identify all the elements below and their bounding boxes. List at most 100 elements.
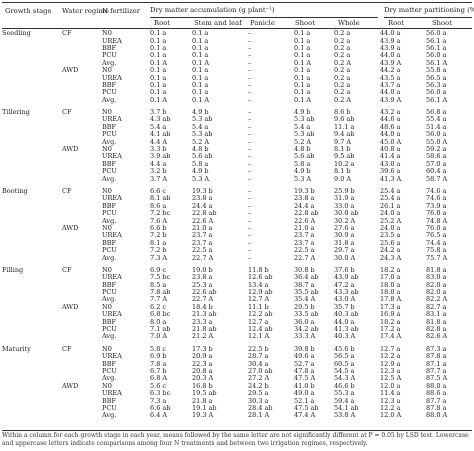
root-cell: 6.6 ab <box>150 404 171 412</box>
growth-stage-cell <box>2 412 62 419</box>
root-pct-cell: 18.2 a <box>380 318 401 326</box>
growth-stage-cell <box>2 311 62 318</box>
table-row: UREA 8.1 ab 23.8 a – 23.8 a 31.9 a 25.4 a 74.6 … <box>2 195 472 202</box>
shoot-cell: 5.4 a <box>294 123 311 131</box>
root-pct-cell: 18.2 a <box>380 266 401 274</box>
root-cell: 8.6 a <box>150 202 167 210</box>
shoot-cell: 49.6 a <box>294 353 315 361</box>
shoot-cell: 38.7 a <box>294 281 315 289</box>
shoot-cell: 23.8 a <box>294 195 315 203</box>
whole-cell: 0.2 A <box>334 59 352 67</box>
shoot-pct-cell: 56.0 a <box>426 89 447 97</box>
n-fertilizer-cell: PCU <box>102 404 117 412</box>
root-cell: 0.1 a <box>150 52 167 60</box>
whole-cell: 31.8 a <box>334 239 355 247</box>
stem-leaf-cell: 5.8 a <box>192 160 209 168</box>
root-pct-cell: 44.0 a <box>380 89 401 97</box>
water-regime-cell <box>62 116 102 123</box>
n-fertilizer-cell: Avg. <box>102 296 117 304</box>
root-pct-cell: 17.8 A <box>380 296 402 304</box>
shoot-pct-cell: 87.7 a <box>426 397 447 405</box>
n-fertilizer-cell: BBF <box>102 239 117 247</box>
water-regime-cell: AWD <box>62 303 79 311</box>
stem-leaf-cell: 0.1 a <box>192 52 209 60</box>
root-cell: 6.6 b <box>150 224 167 232</box>
growth-stage-cell <box>2 97 62 104</box>
water-regime-cell <box>62 168 102 175</box>
table-row: Avg. 6.8 A 20.3 A 27.2 A 47.5 A 54.3 A 12.5 A 8… <box>2 375 472 382</box>
panicle-cell: 30.4 a <box>248 360 269 368</box>
whole-cell: 8.6 b <box>334 108 351 117</box>
water-regime-cell <box>62 254 102 261</box>
whole-cell: 29.7 a <box>334 246 355 255</box>
stem-leaf-cell: 23.7 a <box>192 232 213 240</box>
table-row: UREA 6.3 bc 19.5 ab 29.5 a 49.0 a 55.3 a 11.4 … <box>2 390 472 397</box>
table-row: BBF 5.4 a 5.4 a – 5.4 a 11.1 a 48.6 a 51.4 a <box>2 124 472 131</box>
growth-stage-cell <box>2 289 62 296</box>
whole-cell: 46.6 b <box>334 382 355 390</box>
root-pct-cell: 43.9 a <box>380 44 401 52</box>
whole-cell: 25.9 b <box>334 187 355 195</box>
whole-cell: 54.1 ab <box>334 404 359 412</box>
root-cell: 6.2 c <box>150 303 167 311</box>
n-fertilizer-cell: BBF <box>102 360 117 368</box>
shoot-cell: 22.7 A <box>294 254 316 262</box>
n-fertilizer-cell: UREA <box>102 232 122 240</box>
whole-cell: 9.0 A <box>334 175 352 183</box>
n-fertilizer-cell: PCU <box>102 52 117 60</box>
growth-stage-cell <box>2 383 62 390</box>
growth-stage-cell <box>2 353 62 360</box>
growth-stage-cell <box>2 195 62 202</box>
water-regime-cell <box>62 247 102 254</box>
growth-stage-cell <box>2 232 62 239</box>
shoot-pct-cell: 82.6 A <box>426 333 448 341</box>
n-fertilizer-cell: PCU <box>102 131 117 139</box>
table-row: BBF 8.0 a 23.3 a 12.7 a 36.0 a 44.0 a 18.2 a 81… <box>2 318 472 325</box>
root-pct-cell: 43.9 A <box>380 59 402 67</box>
panicle-cell: – <box>248 175 252 183</box>
shoot-cell: 0.1 a <box>294 37 311 45</box>
stem-leaf-cell: 0.1 a <box>192 89 209 97</box>
growth-stage-cell <box>2 375 62 382</box>
table-row: AWD N0 3.3 b 4.8 b – 4.8 b 8.1 b 40.8 a 59.2 a <box>2 146 472 153</box>
root-pct-cell: 16.9 a <box>380 311 401 319</box>
whole-cell: 54.5 a <box>334 367 355 375</box>
header-shoot-pct: Shoot <box>432 19 452 27</box>
stem-leaf-cell: 21.0 a <box>192 224 213 232</box>
panicle-cell: – <box>248 138 252 146</box>
root-cell: 0.1 a <box>150 81 167 89</box>
panicle-cell: – <box>248 254 252 262</box>
root-cell: 6.9 b <box>150 353 167 361</box>
shoot-pct-cell: 56.3 a <box>426 81 447 89</box>
root-pct-cell: 41.3 A <box>380 175 402 183</box>
top-rule <box>2 2 472 3</box>
root-cell: 8.1 ab <box>150 195 171 203</box>
table-row: BBF 0.1 a 0.1 a – 0.1 a 0.2 a 43.9 a 56.1 a <box>2 45 472 52</box>
stem-leaf-cell: 21.8 ab <box>192 325 217 334</box>
panicle-cell: – <box>248 123 252 131</box>
panicle-cell: – <box>248 81 252 89</box>
table-row: BBF 8.1 a 23.7 a – 23.7 a 31.8 a 25.6 a 74.4 a <box>2 240 472 247</box>
shoot-pct-cell: 83.0 a <box>426 274 447 282</box>
growth-stage-cell <box>2 240 62 247</box>
stem-leaf-cell: 4.9 b <box>192 168 209 176</box>
growth-stage-cell <box>2 326 62 333</box>
root-cell: 3.7 A <box>150 175 168 183</box>
shoot-pct-cell: 73.9 a <box>426 202 447 210</box>
bottom-rule <box>2 430 472 431</box>
growth-stage-cell <box>2 161 62 168</box>
root-pct-cell: 43.0 a <box>380 160 401 168</box>
shoot-cell: 52.1 a <box>294 397 315 405</box>
table-row: UREA 7.5 bc 23.8 a 12.6 ab 36.4 ab 43.9 ab 17.… <box>2 274 472 281</box>
header-panicle: Panicle <box>250 19 275 27</box>
root-pct-cell: 12.9 a <box>380 360 401 368</box>
water-regime-cell <box>62 74 102 81</box>
growth-stage-cell <box>2 153 62 160</box>
root-cell: 6.7 b <box>150 367 167 375</box>
stem-leaf-cell: 5.3 ab <box>192 131 213 139</box>
table-row: BBF 7.8 a 22.3 a 30.4 a 52.7 a 60.5 a 12.9 a 87… <box>2 360 472 367</box>
water-regime-cell: CF <box>62 187 72 195</box>
stem-leaf-cell: 22.8 ab <box>192 209 217 218</box>
stem-leaf-cell: 0.1 a <box>192 74 209 82</box>
